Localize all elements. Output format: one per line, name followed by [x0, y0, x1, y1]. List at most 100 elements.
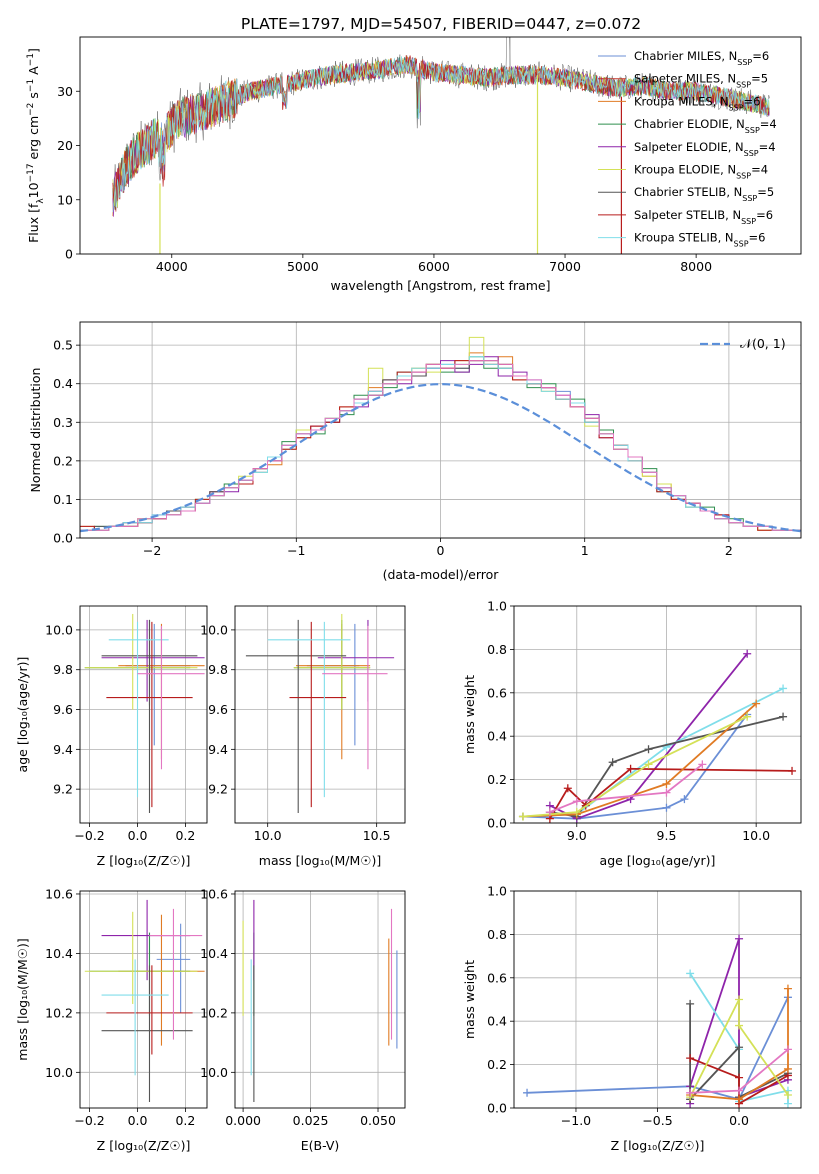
weight-marker — [523, 1088, 532, 1097]
y-axis-label-part: −2 — [26, 103, 36, 116]
y-tick-label: 0.5 — [53, 338, 73, 353]
legend-label-name: Salpeter STELIB, N — [634, 208, 741, 222]
y-axis-label-part: Flux [f — [26, 203, 41, 243]
figure-title: PLATE=1797, MJD=54507, FIBERID=0447, z=0… — [241, 15, 641, 33]
x-tick-label: 1 — [581, 543, 589, 558]
weight-marker — [686, 1054, 695, 1063]
age-vs-mass-panel: 10.0 10.5 9.2 9.4 9.6 9.8 10.0 mass [log₁₀(M/M☉… — [200, 605, 406, 868]
x-axis-label: E(B-V) — [301, 1138, 340, 1153]
weight-marker — [779, 712, 788, 721]
y-tick-label: 0.8 — [487, 642, 507, 657]
x-tick-label: 8000 — [680, 259, 712, 274]
x-tick-label: −2 — [143, 543, 161, 558]
y-axis-label-part: A — [26, 66, 41, 79]
y-tick-label: 0.0 — [487, 1101, 507, 1116]
legend-label: Kroupa MILES, NSSP=6 — [634, 94, 760, 112]
weight-line-kroupa-miles — [690, 988, 789, 1101]
x-tick-label: −1 — [287, 543, 305, 558]
histogram-steps — [80, 336, 801, 538]
y-axis-label: mass [log₁₀(M/M☉)] — [15, 938, 30, 1060]
legend-label-name: Kroupa STELIB, N — [634, 231, 734, 245]
y-tick-label: 0.2 — [53, 453, 73, 468]
x-tick-label: −0.2 — [74, 1113, 104, 1128]
residuals-panel: −2 −1 0 1 2 0.0 0.1 0.2 0.3 0.4 0.5 (data-model)/er… — [28, 321, 802, 582]
weight-marker — [743, 712, 752, 721]
legend-label-name: Kroupa MILES, N — [634, 94, 729, 108]
y-tick-label: 0.1 — [53, 492, 73, 507]
weight-marker — [563, 784, 572, 793]
x-axis-label: mass [log₁₀(M/M☉)] — [259, 853, 381, 868]
legend-label: Salpeter MILES, NSSP=5 — [634, 72, 768, 90]
weight-marker — [662, 788, 671, 797]
y-tick-label: 10.0 — [45, 622, 73, 637]
weight-marker — [735, 1073, 744, 1082]
y-tick-label: 0.6 — [487, 685, 507, 700]
y-tick-label: 0.6 — [487, 970, 507, 985]
weight-line-kroupa-elodie — [689, 999, 789, 1098]
x-axis-label: wavelength [Angstrom, rest frame] — [330, 278, 550, 293]
axes-frame — [79, 36, 802, 255]
y-tick-label: 20 — [57, 138, 73, 153]
errorbars — [84, 613, 205, 814]
x-tick-label: 10.0 — [254, 828, 282, 843]
y-tick-label: 0.2 — [487, 1057, 507, 1072]
weight-marker — [686, 1088, 695, 1097]
spectrum-panel: 4000 5000 6000 7000 8000 0 10 20 30 wavelength [A… — [26, 36, 802, 293]
weight-marker — [735, 1086, 744, 1095]
y-axis-label: Normed distribution — [28, 368, 43, 493]
x-tick-label: −0.5 — [642, 1113, 672, 1128]
x-axis-label: Z [log₁₀(Z/Z☉)] — [97, 853, 191, 868]
y-tick-label: 9.8 — [208, 662, 228, 677]
y-tick-label: 10.2 — [200, 1005, 228, 1020]
x-tick-label: 0.0 — [128, 1113, 148, 1128]
y-tick-label: 9.4 — [53, 742, 73, 757]
age-vs-Z-panel: −0.2 0.0 0.2 9.2 9.4 9.6 9.8 10.0 Z [log₁₀(Z/Z☉)… — [15, 605, 208, 868]
y-axis-label-part: erg cm — [26, 116, 41, 164]
weight-marker — [783, 984, 792, 993]
weight-marker — [735, 1095, 744, 1104]
axes-frame — [234, 605, 406, 824]
weight-line-chabrier-miles — [526, 996, 789, 1101]
legend-label-sub: SSP — [736, 80, 751, 89]
weight-marker — [545, 808, 554, 817]
weight-marker — [518, 812, 527, 821]
y-axis-label-part: λ — [36, 198, 46, 204]
y-axis-label: age [log₁₀(age/yr)] — [15, 657, 30, 773]
axes-frame — [513, 890, 802, 1109]
mass-vs-ebv-panel: 0.000 0.025 0.050 10.0 10.2 10.4 10.6 E(B-V) — [200, 886, 406, 1153]
y-tick-label: 9.4 — [208, 742, 228, 757]
legend-label: Kroupa STELIB, NSSP=6 — [634, 231, 765, 249]
y-tick-label: 9.2 — [53, 782, 73, 797]
x-tick-label: 6000 — [418, 259, 450, 274]
y-tick-label: 0.8 — [487, 927, 507, 942]
legend-label-sub: SSP — [742, 194, 757, 203]
x-tick-label: −0.2 — [74, 828, 104, 843]
weight-marker — [680, 795, 689, 804]
errorbars — [245, 613, 395, 814]
y-tick-label: 10.0 — [200, 1065, 228, 1080]
x-tick-label: 10.0 — [742, 828, 770, 843]
weight-marker — [686, 999, 695, 1008]
legend-label: Salpeter STELIB, NSSP=6 — [634, 208, 773, 226]
legend-label: Chabrier MILES, NSSP=6 — [634, 49, 769, 67]
y-tick-label: 10.2 — [45, 1005, 73, 1020]
x-tick-label: 9.5 — [657, 828, 677, 843]
legend-label-sub: SSP — [729, 103, 744, 112]
weight-marker — [779, 684, 788, 693]
x-tick-label: 7000 — [549, 259, 581, 274]
y-axis-label-part: −17 — [26, 163, 36, 182]
weight-marker — [783, 1064, 792, 1073]
x-axis-label: Z [log₁₀(Z/Z☉)] — [611, 1138, 705, 1153]
legend-label-count: =5 — [751, 72, 768, 86]
y-tick-label: 9.2 — [208, 782, 228, 797]
legend-label-name: Chabrier ELODIE, N — [634, 117, 745, 131]
x-tick-label: 9.0 — [567, 828, 587, 843]
x-tick-label: 10.5 — [363, 828, 391, 843]
legend-label-name: Chabrier MILES, N — [634, 49, 737, 63]
x-tick-label: 5000 — [287, 259, 319, 274]
legend-label-count: =6 — [756, 208, 773, 222]
x-tick-label: 4000 — [156, 259, 188, 274]
y-axis-label: mass weight — [462, 960, 477, 1039]
